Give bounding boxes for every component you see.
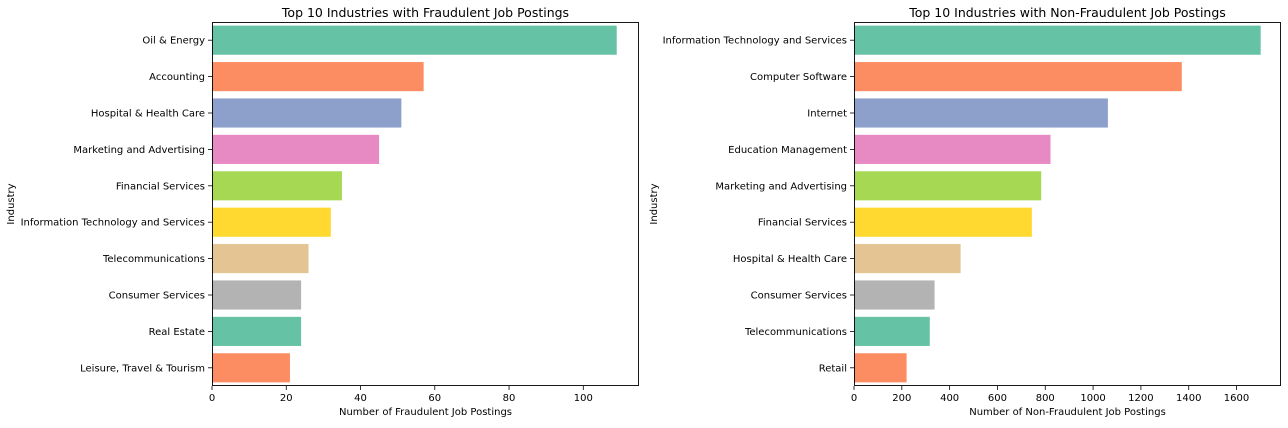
x-tick-label: 1000 xyxy=(1080,393,1105,404)
bar-9 xyxy=(854,316,930,346)
bar-8 xyxy=(854,280,935,310)
x-tick-label: 1600 xyxy=(1224,393,1249,404)
y-tick-label: Telecommunications xyxy=(102,254,205,265)
x-tick-label: 200 xyxy=(892,393,911,404)
bar-6 xyxy=(212,207,331,237)
x-tick-label: 100 xyxy=(574,393,593,404)
x-tick-label: 20 xyxy=(280,393,293,404)
y-tick-label: Accounting xyxy=(149,72,205,83)
bar-6 xyxy=(854,207,1032,237)
bar-1 xyxy=(854,25,1261,55)
x-axis-label: Number of Fraudulent Job Postings xyxy=(339,407,512,418)
y-tick-label: Marketing and Advertising xyxy=(73,145,205,156)
bar-2 xyxy=(212,62,424,92)
y-axis-label: Industry xyxy=(6,183,17,224)
y-tick-label: Information Technology and Services xyxy=(21,218,205,229)
bar-7 xyxy=(854,244,961,274)
bar-8 xyxy=(212,280,302,310)
y-tick-label: Information Technology and Services xyxy=(663,36,847,47)
bar-4 xyxy=(212,134,380,164)
bar-2 xyxy=(854,62,1182,92)
y-tick-label: Hospital & Health Care xyxy=(733,254,847,265)
bar-1 xyxy=(212,25,617,55)
bar-5 xyxy=(212,171,342,201)
y-tick-label: Marketing and Advertising xyxy=(715,181,847,192)
x-axis-label: Number of Non-Fraudulent Job Postings xyxy=(969,407,1166,418)
y-tick-label: Leisure, Travel & Tourism xyxy=(80,363,205,374)
bar-5 xyxy=(854,171,1042,201)
bar-10 xyxy=(854,353,907,383)
y-tick-label: Telecommunications xyxy=(744,327,847,338)
x-tick-label: 0 xyxy=(851,393,857,404)
bar-3 xyxy=(854,98,1108,128)
y-tick-label: Retail xyxy=(819,363,847,374)
x-tick-label: 600 xyxy=(988,393,1007,404)
y-tick-label: Consumer Services xyxy=(751,291,847,302)
y-tick-label: Oil & Energy xyxy=(142,36,205,47)
y-tick-label: Computer Software xyxy=(750,72,847,83)
y-tick-label: Real Estate xyxy=(149,327,205,338)
y-tick-label: Hospital & Health Care xyxy=(91,109,205,120)
x-tick-label: 80 xyxy=(503,393,516,404)
bar-3 xyxy=(212,98,402,128)
y-tick-label: Financial Services xyxy=(116,181,205,192)
bar-7 xyxy=(212,244,309,274)
x-tick-label: 800 xyxy=(1036,393,1055,404)
axes-frame xyxy=(854,22,1281,386)
chart-title: Top 10 Industries with Non-Fraudulent Jo… xyxy=(908,5,1226,20)
bar-9 xyxy=(212,316,302,346)
y-axis-label: Industry xyxy=(649,183,660,224)
bar-4 xyxy=(854,134,1051,164)
x-tick-label: 40 xyxy=(354,393,367,404)
x-tick-label: 1200 xyxy=(1128,393,1153,404)
y-tick-label: Consumer Services xyxy=(109,291,205,302)
x-tick-label: 1400 xyxy=(1176,393,1201,404)
bar-10 xyxy=(212,353,290,383)
axes-frame xyxy=(212,22,639,386)
chart-title: Top 10 Industries with Fraudulent Job Po… xyxy=(281,5,569,20)
x-tick-label: 60 xyxy=(428,393,441,404)
y-tick-label: Financial Services xyxy=(758,218,847,229)
x-tick-label: 0 xyxy=(209,393,215,404)
x-tick-label: 400 xyxy=(940,393,959,404)
y-tick-label: Internet xyxy=(807,109,847,120)
y-tick-label: Education Management xyxy=(728,145,847,156)
